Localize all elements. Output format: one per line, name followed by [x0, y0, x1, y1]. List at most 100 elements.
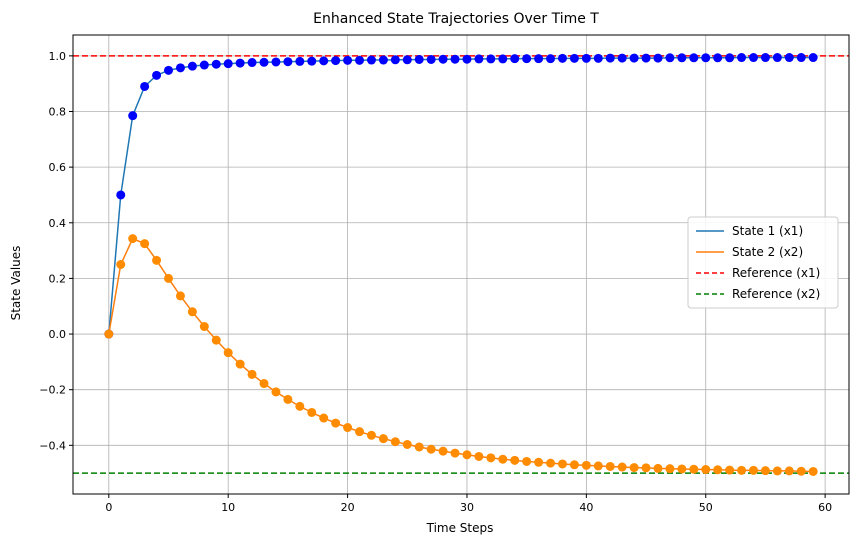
data-point [689, 464, 699, 474]
data-point [725, 53, 735, 63]
x-tick-label: 50 [699, 501, 713, 514]
data-point [223, 59, 233, 69]
data-point [557, 53, 567, 63]
x-tick-label: 40 [579, 501, 593, 514]
data-point [450, 54, 460, 64]
data-point [247, 369, 257, 379]
legend-label: State 1 (x1) [732, 224, 803, 238]
data-point [402, 55, 412, 65]
data-point [164, 65, 174, 75]
data-point [331, 56, 341, 66]
data-point [175, 63, 185, 73]
data-point [784, 53, 794, 63]
data-point [426, 54, 436, 64]
data-point [569, 460, 579, 470]
data-point [701, 53, 711, 63]
y-tick-label: −0.4 [39, 439, 66, 452]
data-point [271, 387, 281, 397]
x-axis-label: Time Steps [426, 521, 494, 535]
data-point [486, 54, 496, 64]
data-point [128, 111, 138, 121]
x-tick-label: 60 [818, 501, 832, 514]
data-point [355, 55, 365, 65]
data-point [414, 442, 424, 452]
data-point [187, 307, 197, 317]
data-point [581, 53, 591, 63]
data-point [343, 55, 353, 65]
data-point [701, 465, 711, 475]
data-point [199, 60, 209, 70]
data-point [474, 54, 484, 64]
data-point [319, 56, 329, 66]
data-point [748, 53, 758, 63]
data-point [211, 335, 221, 345]
y-tick-label: −0.2 [39, 384, 66, 397]
data-point [426, 444, 436, 454]
legend-label: State 2 (x2) [732, 245, 803, 259]
data-point [617, 462, 627, 472]
series-layer [104, 53, 818, 476]
data-point [653, 463, 663, 473]
data-point [510, 54, 520, 64]
data-point [605, 461, 615, 471]
data-point [164, 273, 174, 283]
data-point [319, 413, 329, 423]
data-point [617, 53, 627, 63]
plot-frame [72, 34, 850, 495]
data-point [140, 239, 150, 249]
data-point [307, 56, 317, 66]
y-axis-label: State Values [9, 246, 23, 321]
data-point [581, 460, 591, 470]
x-tick-label: 0 [105, 501, 112, 514]
data-point [737, 53, 747, 63]
data-point [474, 451, 484, 461]
data-point [629, 463, 639, 473]
data-point [307, 407, 317, 417]
y-tick-label: 0.2 [49, 272, 67, 285]
data-point [390, 55, 400, 65]
data-point [784, 466, 794, 476]
data-point [378, 55, 388, 65]
data-point [760, 53, 770, 63]
data-point [259, 379, 269, 389]
data-point [713, 465, 723, 475]
chart-title: Enhanced State Trajectories Over Time T [313, 11, 599, 27]
data-point [390, 437, 400, 447]
x-tick-label: 30 [460, 501, 474, 514]
data-point [760, 466, 770, 476]
data-point [725, 465, 735, 475]
data-point [235, 58, 245, 68]
data-point [343, 423, 353, 433]
ticks: 0 10 20 30 40 50 60 −0.4 −0.2 0.0 0.2 0.4 0.6 0.8 1.0 [39, 50, 832, 514]
data-point [438, 446, 448, 456]
y-tick-label: 0.6 [49, 161, 67, 174]
data-point [534, 457, 544, 467]
data-point [569, 53, 579, 63]
y-tick-label: 0.8 [49, 106, 67, 119]
data-point [366, 430, 376, 440]
data-point [104, 329, 114, 339]
data-point [259, 57, 269, 67]
data-point [808, 466, 818, 476]
data-point [450, 448, 460, 458]
data-point [355, 427, 365, 437]
data-point [235, 359, 245, 369]
data-point [402, 439, 412, 449]
data-point [629, 53, 639, 63]
data-point [175, 291, 185, 301]
data-point [199, 322, 209, 332]
data-point [223, 348, 233, 358]
data-point [689, 53, 699, 63]
data-point [486, 453, 496, 463]
legend-label: Reference (x2) [732, 287, 820, 301]
data-point [796, 53, 806, 63]
data-point [593, 461, 603, 471]
x-tick-label: 10 [221, 501, 235, 514]
data-point [462, 450, 472, 460]
data-point [283, 57, 293, 67]
data-point [713, 53, 723, 63]
data-point [283, 394, 293, 404]
data-point [116, 190, 126, 200]
data-point [116, 260, 126, 269]
